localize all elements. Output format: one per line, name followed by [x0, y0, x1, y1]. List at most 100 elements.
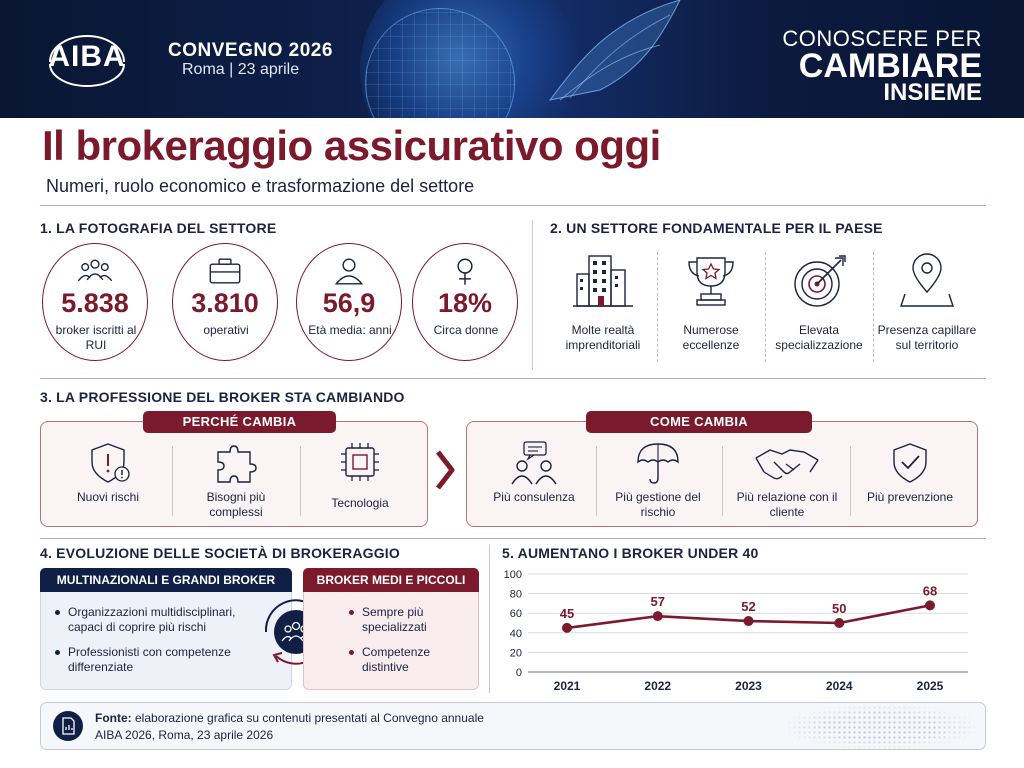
pillar-label: Elevata specializzazione: [775, 323, 863, 352]
butterfly-decoration: [548, 0, 681, 101]
why-label: Nuovi rischi: [76, 490, 139, 504]
chevron-right-icon: [436, 450, 455, 490]
divider: [40, 205, 986, 206]
stat-label: broker iscritti al RUI: [55, 323, 137, 352]
source-text: elaborazione grafica su contenuti presen…: [135, 711, 484, 725]
data-point: [743, 616, 754, 627]
how-item-gestione: Più gestione del rischio: [608, 440, 708, 520]
vertical-divider: [532, 220, 533, 370]
under40-line-chart: 0 20 40 60 80 100 2021 2022 2023 2024 2025 45 57 52 50…: [504, 569, 968, 693]
y-tick-label: 80: [510, 589, 522, 601]
source-line-2: AIBA 2026, Roma, 23 aprile 2026: [95, 728, 274, 742]
how-label: Più consulenza: [493, 490, 575, 504]
map-pin-icon: [900, 253, 954, 307]
data-label: 52: [741, 599, 755, 614]
section-5-title: 5. AUMENTANO I BROKER UNDER 40: [502, 545, 759, 561]
stat-operativi: 3.810 operativi: [172, 243, 278, 361]
data-label: 57: [651, 594, 665, 609]
vertical-divider: [489, 545, 490, 693]
handshake-icon: [755, 449, 819, 480]
source-label: Fonte:: [95, 711, 132, 725]
how-label: Più relazione con il cliente: [736, 490, 838, 519]
stat-value: 5.838: [61, 288, 129, 318]
consulting-icon: [511, 441, 557, 485]
shield-check-icon: [893, 443, 927, 483]
pillar-label: Molte realtà imprenditoriali: [565, 323, 641, 352]
how-item-consulenza: Più consulenza: [484, 440, 584, 505]
dotted-divider: [765, 252, 766, 362]
x-tick-label: 2024: [826, 679, 853, 693]
source-footer: Fonte: elaborazione grafica su contenuti…: [40, 702, 986, 750]
source-line-1: Fonte: elaborazione grafica su contenuti…: [95, 711, 484, 725]
data-point: [652, 611, 663, 622]
section-4-title: 4. EVOLUZIONE DELLE SOCIETÀ DI BROKERAGG…: [40, 545, 400, 561]
pillar-eccellenze: Numerose eccellenze: [661, 252, 761, 353]
page-title: Il brokeraggio assicurativo oggi: [42, 122, 661, 169]
data-label: 68: [923, 583, 937, 598]
bullet-text: Professionisti con competenze differenzi…: [68, 645, 231, 674]
page-subtitle: Numeri, ruolo economico e trasformazione…: [46, 176, 475, 196]
stat-label: Circa donne: [433, 323, 499, 337]
briefcase-icon: [209, 258, 241, 284]
y-tick-label: 0: [516, 667, 522, 679]
event-date: Roma | 23 aprile: [182, 61, 300, 78]
section-1-title: 1. LA FOTOGRAFIA DEL SETTORE: [40, 220, 277, 236]
y-tick-label: 100: [504, 569, 522, 581]
event-title: CONVEGNO 2026: [168, 40, 333, 61]
why-item-rischi: Nuovi rischi: [58, 440, 158, 505]
stat-value: 56,9: [322, 288, 376, 318]
why-panel: [40, 421, 428, 527]
data-label: 45: [560, 606, 574, 621]
logo-text: AIBA: [48, 40, 126, 73]
pillar-imprenditoriali: Molte realtà imprenditoriali: [553, 252, 653, 353]
stat-broker-iscritti: 5.838 broker iscritti al RUI: [42, 243, 148, 361]
how-pill: COME CAMBIA: [586, 411, 812, 433]
slogan-line-3: INSIEME: [883, 79, 982, 106]
buildings-icon: [573, 255, 633, 307]
divider: [40, 378, 986, 379]
pillar-specializzazione: Elevata specializzazione: [769, 252, 869, 353]
bullet-dot: [349, 650, 354, 655]
aiba-logo: AIBA: [42, 30, 132, 88]
bullet-text: Sempre più specializzati: [362, 605, 427, 634]
dotted-divider: [873, 252, 874, 362]
y-tick-label: 40: [510, 628, 522, 640]
bullet-dot: [349, 610, 354, 615]
slogan-line-2: CAMBIARE: [798, 47, 982, 85]
how-label: Più gestione del rischio: [615, 490, 701, 519]
x-tick-label: 2022: [644, 679, 671, 693]
small-brokers-bullet: Competenze distintive: [349, 645, 472, 675]
x-tick-label: 2023: [735, 679, 762, 693]
bullet-text: Competenze distintive: [362, 645, 431, 674]
female-symbol-icon: [457, 258, 473, 285]
bullet-dot: [55, 610, 60, 615]
dotted-divider: [657, 252, 658, 362]
pillar-territorio: Presenza capillare sul territorio: [877, 252, 977, 353]
trophy-icon: [688, 257, 734, 306]
person-icon: [334, 258, 364, 285]
data-point: [562, 622, 572, 633]
slogan-line-1: CONOSCERE PER: [782, 26, 982, 51]
section-2-title: 2. UN SETTORE FONDAMENTALE PER IL PAESE: [550, 220, 883, 236]
stat-label: Età media: anni: [308, 323, 392, 337]
data-point: [834, 618, 845, 628]
why-label: Tecnologia: [331, 496, 389, 510]
why-pill: PERCHÉ CAMBIA: [143, 411, 336, 433]
large-brokers-bullet: Organizzazioni multidisciplinari, capaci…: [55, 605, 258, 635]
umbrella-icon: [637, 443, 679, 484]
pillar-label: Presenza capillare sul territorio: [877, 323, 977, 352]
data-point: [925, 600, 935, 611]
why-label: Bisogni più complessi: [206, 490, 266, 519]
pillar-label: Numerose eccellenze: [682, 323, 740, 352]
large-brokers-label: MULTINAZIONALI E GRANDI BROKER: [40, 568, 292, 592]
world-map-decoration: [787, 705, 977, 749]
small-brokers-label: BROKER MEDI E PICCOLI: [303, 568, 479, 592]
target-icon: [794, 255, 846, 307]
why-item-bisogni: Bisogni più complessi: [186, 440, 286, 520]
separator: [172, 446, 173, 516]
bullet-dot: [55, 650, 60, 655]
document-icon: [53, 711, 83, 741]
stat-label: operativi: [203, 323, 249, 337]
y-tick-label: 20: [510, 647, 522, 659]
people-group-icon: [77, 259, 113, 282]
